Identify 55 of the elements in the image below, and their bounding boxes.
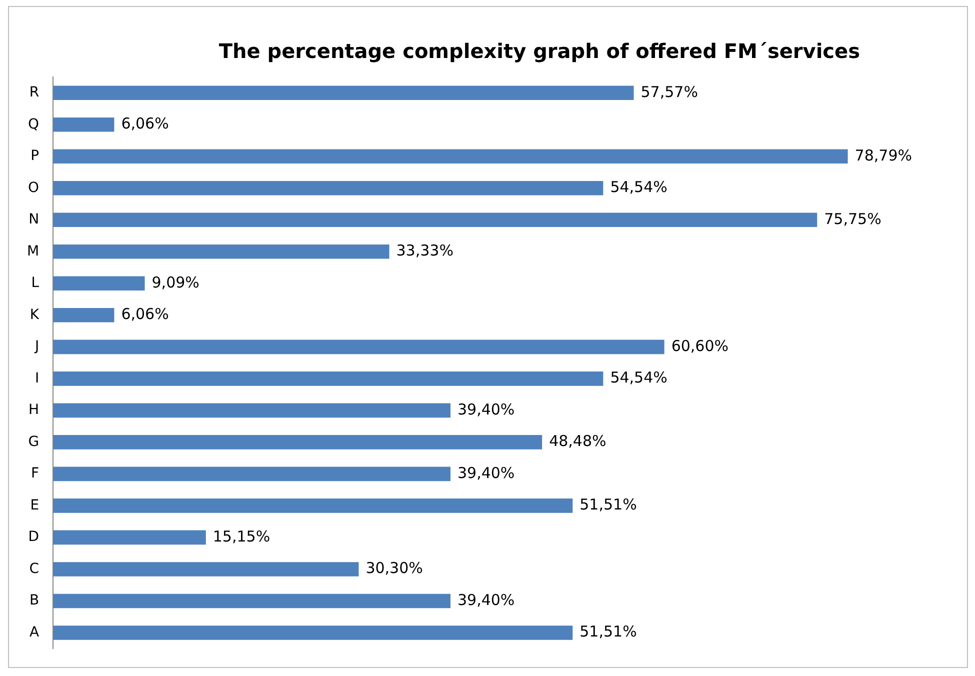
y-tick-label: B: [29, 592, 40, 609]
y-tick-label: F: [31, 466, 40, 482]
data-label: 51,51%: [580, 496, 637, 514]
bar: [53, 435, 542, 450]
data-label: 39,40%: [457, 464, 515, 482]
bar: [53, 594, 450, 608]
bar: [53, 340, 664, 354]
y-tick-label: J: [34, 338, 40, 355]
data-label: 6,06%: [121, 305, 169, 324]
y-tick-label: P: [30, 148, 40, 164]
data-label: 48,48%: [549, 432, 606, 450]
data-label: 39,40%: [457, 590, 515, 609]
y-tick-label: G: [28, 434, 40, 450]
y-tick-label: O: [28, 180, 40, 196]
bar: [53, 498, 573, 513]
y-tick-label: R: [29, 84, 40, 101]
data-label: 33,33%: [396, 242, 454, 260]
data-label: 54,54%: [610, 368, 668, 387]
data-label: 39,40%: [457, 400, 515, 418]
bar: [53, 626, 573, 640]
bar: [53, 86, 634, 100]
y-tick-label: K: [30, 306, 40, 323]
data-label: 9,09%: [152, 273, 200, 292]
data-label: 60,60%: [671, 336, 729, 355]
y-tick-label: L: [31, 275, 40, 292]
y-tick-label: M: [26, 243, 40, 260]
y-tick-label: I: [34, 370, 40, 386]
bar: [53, 308, 114, 322]
y-tick-label: D: [28, 529, 40, 546]
chart-title: The percentage complexity graph of offered FM´services: [218, 39, 860, 64]
y-tick-label: E: [30, 497, 40, 514]
data-label: 6,06%: [121, 114, 169, 133]
y-tick-label: N: [28, 212, 40, 228]
data-label: 54,54%: [610, 178, 668, 196]
data-label: 30,30%: [366, 559, 423, 578]
y-tick-label: C: [29, 560, 40, 577]
data-label: 57,57%: [640, 82, 698, 101]
bar: [53, 372, 604, 386]
bar: [53, 244, 390, 259]
bar: [53, 276, 145, 291]
data-label: 78,79%: [854, 146, 912, 164]
data-label: 15,15%: [212, 527, 270, 546]
bar: [53, 466, 450, 482]
bar: [53, 117, 114, 132]
y-tick-label: Q: [28, 116, 40, 132]
bar: [53, 149, 848, 164]
y-tick-label: A: [30, 624, 40, 640]
data-label: 51,51%: [580, 622, 637, 641]
bar: [53, 403, 450, 418]
data-label: 75,75%: [824, 210, 882, 228]
bar: [53, 212, 818, 228]
bar: [53, 181, 604, 196]
bar: [53, 562, 359, 576]
bar: [53, 530, 206, 545]
y-tick-label: H: [28, 402, 40, 418]
